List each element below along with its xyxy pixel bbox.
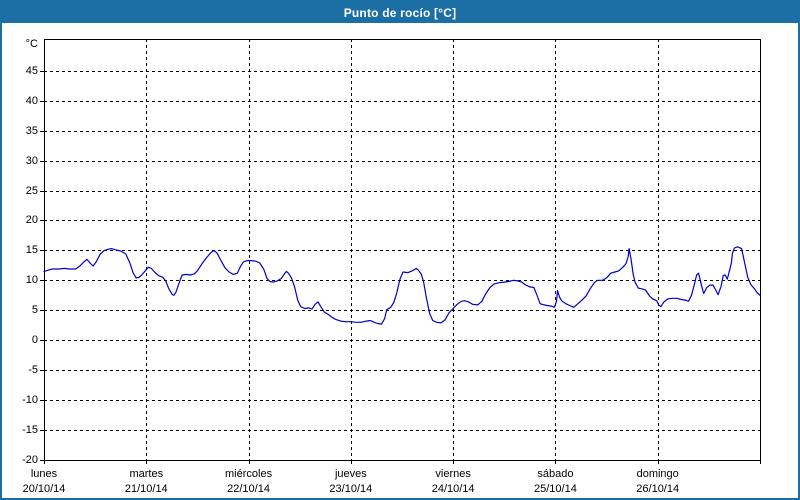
chart-titlebar: Punto de rocío [°C] [2, 2, 798, 23]
dewpoint-chart [40, 39, 761, 464]
dewpoint-line [43, 246, 761, 325]
chart-title: Punto de rocío [°C] [343, 5, 457, 20]
chart-area: °C 45 40 35 30 25 20 15 10 5 0 -5 -10 -15 -20 lunes 20/… [2, 23, 798, 498]
plot-frame [44, 39, 761, 461]
